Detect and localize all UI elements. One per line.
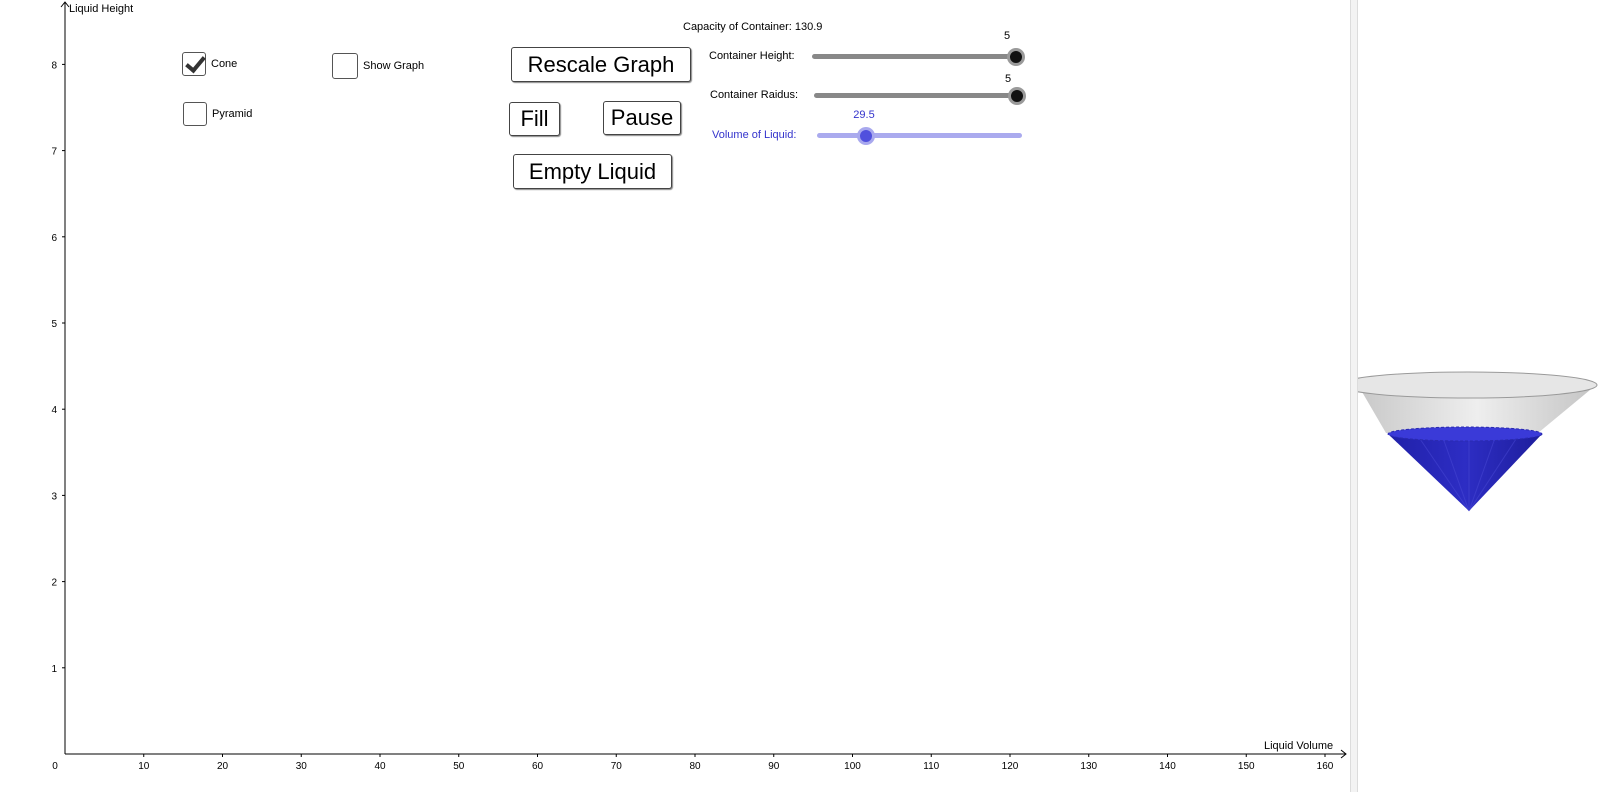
pyramid-checkbox[interactable] — [183, 102, 207, 126]
capacity-text: Capacity of Container: 130.9 — [683, 21, 823, 33]
volume-of-liquid-label: Volume of Liquid: — [712, 129, 797, 141]
x-tick-label: 70 — [611, 761, 623, 772]
y-tick-label: 8 — [51, 60, 57, 71]
x-tick-label: 30 — [296, 761, 308, 772]
y-tick-label: 7 — [51, 147, 57, 158]
pyramid-checkbox-label: Pyramid — [212, 108, 253, 120]
x-tick-label: 0 — [52, 761, 58, 772]
container-rim — [1358, 371, 1598, 399]
x-tick-label: 50 — [453, 761, 465, 772]
cone-checkbox[interactable] — [182, 52, 206, 76]
x-tick-label: 150 — [1238, 761, 1255, 772]
liquid-cone — [1388, 434, 1542, 511]
x-tick-label: 110 — [923, 761, 939, 772]
rescale-graph-button[interactable]: Rescale Graph — [511, 47, 691, 82]
container-radius-slider-track[interactable] — [814, 93, 1016, 98]
x-axis-arrow — [1340, 749, 1347, 759]
container-height-slider-track[interactable] — [812, 54, 1015, 59]
volume-value: 29.5 — [853, 109, 875, 121]
volume-slider-knob[interactable] — [857, 127, 875, 145]
pause-button[interactable]: Pause — [603, 101, 681, 135]
3d-view[interactable] — [1358, 0, 1600, 792]
show-graph-checkbox-row[interactable]: Show Graph — [332, 53, 424, 79]
y-tick-label: 3 — [51, 491, 57, 502]
graphics-view[interactable]: 0 10 20 30 40 50 60 70 80 90 100 110 120 130 140 150 160… — [0, 0, 1350, 792]
x-tick-label: 10 — [138, 761, 150, 772]
cone-checkbox-label: Cone — [211, 58, 238, 70]
container-radius-slider-knob[interactable] — [1008, 87, 1026, 105]
y-axis-label: Liquid Height — [69, 3, 134, 15]
x-tick-label: 160 — [1317, 761, 1334, 772]
container-radius-label: Container Raidus: — [710, 89, 799, 101]
y-tick-label: 6 — [51, 233, 57, 244]
cone-checkbox-row[interactable]: Cone — [182, 52, 237, 76]
liquid-surface — [1387, 426, 1543, 442]
y-tick-label: 1 — [51, 664, 57, 675]
y-tick-label: 4 — [51, 405, 57, 416]
y-tick-label: 5 — [51, 319, 57, 330]
x-tick-label: 90 — [768, 761, 780, 772]
x-tick-label: 60 — [532, 761, 544, 772]
y-tick-label: 2 — [51, 578, 57, 589]
graph-axes: 0 10 20 30 40 50 60 70 80 90 100 110 120 130 140 150 160… — [51, 1, 1347, 772]
fill-button[interactable]: Fill — [509, 102, 560, 136]
volume-slider-track[interactable] — [817, 133, 1022, 138]
container-height-value: 5 — [1003, 30, 1011, 42]
x-tick-label: 40 — [374, 761, 386, 772]
pyramid-checkbox-row[interactable]: Pyramid — [183, 102, 252, 126]
x-tick-label: 120 — [1002, 761, 1019, 772]
x-axis-label: Liquid Volume — [1264, 740, 1334, 752]
x-tick-label: 20 — [217, 761, 229, 772]
cone-3d-visual — [1358, 371, 1598, 512]
show-graph-checkbox[interactable] — [332, 53, 358, 79]
x-tick-label: 100 — [844, 761, 861, 772]
container-height-slider-knob[interactable] — [1007, 48, 1025, 66]
x-tick-label: 130 — [1080, 761, 1097, 772]
y-axis-arrow — [60, 1, 70, 8]
x-tick-label: 80 — [689, 761, 701, 772]
show-graph-checkbox-label: Show Graph — [363, 60, 425, 72]
view-divider[interactable] — [1350, 0, 1358, 792]
empty-liquid-button[interactable]: Empty Liquid — [513, 154, 672, 189]
container-height-label: Container Height: — [709, 50, 795, 62]
x-tick-label: 140 — [1159, 761, 1176, 772]
container-radius-value: 5 — [1004, 73, 1012, 85]
